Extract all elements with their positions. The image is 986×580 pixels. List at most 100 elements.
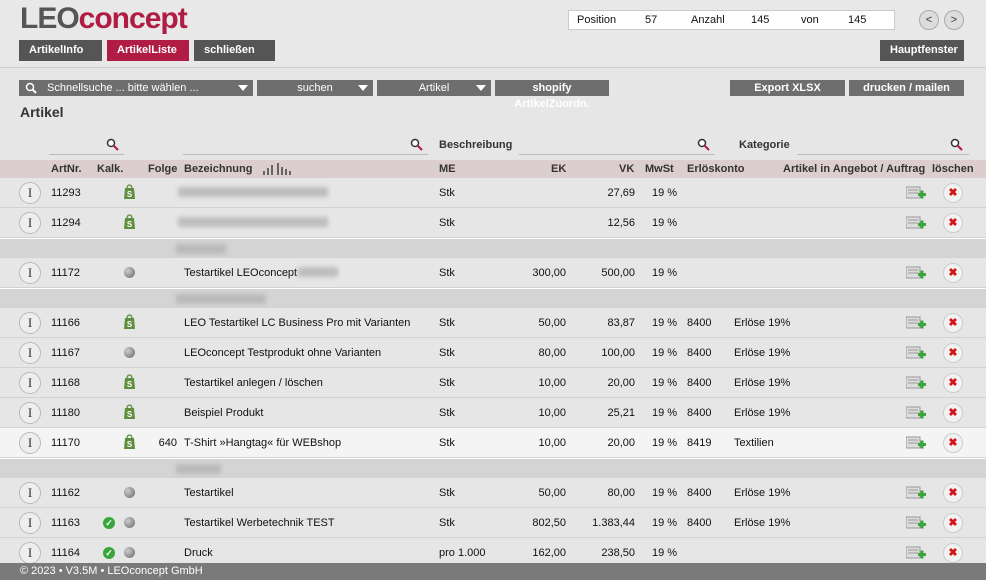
quick-search-select[interactable]: Schnellsuche ... bitte wählen ... (19, 80, 253, 96)
add-to-offer-icon[interactable] (905, 375, 926, 391)
tab-artikelliste[interactable]: ArtikelListe (107, 40, 189, 61)
delete-button[interactable]: ✖ (943, 483, 963, 503)
vk-cell: 500,00 (601, 267, 635, 279)
filter-search-icon[interactable] (697, 138, 711, 152)
filter-search-icon[interactable] (106, 138, 120, 152)
info-icon: I (27, 215, 33, 230)
add-to-offer-icon[interactable] (905, 515, 926, 531)
shopify-assign-button[interactable]: shopify ArtikelZuordn. (495, 80, 609, 110)
delete-button[interactable]: ✖ (943, 183, 963, 203)
search-button[interactable]: suchen (257, 80, 373, 96)
me-cell: Stk (439, 377, 455, 389)
add-to-offer-icon[interactable] (905, 185, 926, 201)
col-vk[interactable]: VK (619, 163, 635, 175)
previous-button[interactable]: < (919, 10, 939, 30)
table-row[interactable]: I 11167 LEOconcept Testprodukt ohne Varian… (0, 338, 986, 368)
info-icon: I (27, 545, 33, 560)
col-mwst[interactable]: MwSt (645, 163, 674, 175)
table-row[interactable]: I 11163 ✓ Testartikel Werbetechnik TEST Stk 8… (0, 508, 986, 538)
bezeichnung-cell: Beispiel Produkt (184, 407, 264, 419)
add-to-offer-icon[interactable] (905, 405, 926, 421)
add-to-offer-icon[interactable] (905, 215, 926, 231)
delete-button[interactable]: ✖ (943, 373, 963, 393)
info-button[interactable]: I (19, 312, 41, 334)
info-button[interactable]: I (19, 402, 41, 424)
table-row[interactable]: I 11180 S Beispiel Produkt Stk 10,00 25,21 19 %… (0, 398, 986, 428)
tab-artikelinfo[interactable]: ArtikelInfo (19, 40, 102, 61)
info-button[interactable]: I (19, 372, 41, 394)
bezeichnung-cell: T-Shirt »Hangtag« für WEBshop (184, 437, 342, 449)
redacted-text (176, 244, 226, 254)
filter-search-icon[interactable] (410, 138, 424, 152)
print-mail-button[interactable]: drucken / mailen (849, 80, 964, 96)
info-icon: I (27, 345, 33, 360)
delete-button[interactable]: ✖ (943, 513, 963, 533)
col-erloeskonto[interactable]: Erlöskonto (687, 163, 745, 175)
delete-button[interactable]: ✖ (943, 543, 963, 563)
mwst-cell: 19 % (652, 187, 678, 199)
col-bezeichnung[interactable]: Bezeichnung (184, 163, 253, 175)
add-to-offer-icon[interactable] (905, 485, 926, 501)
close-tab-button[interactable]: schließen (194, 40, 275, 61)
add-to-offer-icon[interactable] (905, 265, 926, 281)
info-button[interactable]: I (19, 432, 41, 454)
info-button[interactable]: I (19, 542, 41, 564)
add-to-offer-icon[interactable] (905, 435, 926, 451)
col-angebot[interactable]: Artikel in Angebot / Auftrag (783, 163, 926, 175)
add-to-offer-icon[interactable] (905, 345, 926, 361)
col-loeschen[interactable]: löschen (932, 163, 974, 175)
info-button[interactable]: I (19, 182, 41, 204)
vk-cell: 12,56 (607, 217, 635, 229)
next-button[interactable]: > (944, 10, 964, 30)
info-button[interactable]: I (19, 512, 41, 534)
delete-button[interactable]: ✖ (943, 343, 963, 363)
column-size-icon[interactable] (263, 163, 301, 175)
filter-search-icon[interactable] (950, 138, 964, 152)
kategorie-cell: Erlöse 19% (734, 347, 791, 359)
ek-cell: 80,00 (538, 347, 566, 359)
delete-button[interactable]: ✖ (943, 433, 963, 453)
redacted-text (178, 217, 328, 227)
info-button[interactable]: I (19, 262, 41, 284)
delete-icon: ✖ (948, 547, 958, 559)
info-button[interactable]: I (19, 342, 41, 364)
export-xlsx-button[interactable]: Export XLSX (730, 80, 845, 96)
artikel-filter-select[interactable]: Artikel (377, 80, 491, 96)
table-row[interactable]: I 11172 Testartikel LEOconcept Stk 300,00 500… (0, 258, 986, 288)
erloeskonto-cell: 8400 (687, 347, 712, 359)
table-row[interactable]: I 11166 S LEO Testartikel LC Business Pro m… (0, 308, 986, 338)
redacted-text (178, 187, 328, 197)
redacted-text (298, 267, 338, 277)
table-row[interactable]: I 11293 S Stk 27,69 19 % ✖ (0, 178, 986, 208)
vk-cell: 100,00 (601, 347, 635, 359)
svg-text:S: S (127, 410, 133, 419)
col-artnr[interactable]: ArtNr. (51, 163, 82, 175)
artnr-cell: 11170 (51, 437, 80, 449)
delete-button[interactable]: ✖ (943, 313, 963, 333)
delete-button[interactable]: ✖ (943, 213, 963, 233)
artnr-cell: 11166 (51, 317, 80, 329)
filter-row: Beschreibung Kategorie (0, 137, 986, 155)
col-folge[interactable]: Folge (148, 163, 178, 175)
add-to-offer-icon[interactable] (905, 545, 926, 561)
table-row[interactable]: I 11168 S Testartikel anlegen / löschen Stk 1… (0, 368, 986, 398)
info-icon: I (27, 315, 33, 330)
folge-cell: 640 (158, 437, 177, 449)
svg-text:S: S (127, 440, 133, 449)
table-row[interactable]: I 11162 Testartikel Stk 50,00 80,00 19 % 8400 Er… (0, 478, 986, 508)
info-button[interactable]: I (19, 482, 41, 504)
table-row[interactable]: I 11294 S Stk 12,56 19 % ✖ (0, 208, 986, 238)
main-window-button[interactable]: Hauptfenster (880, 40, 964, 61)
col-me[interactable]: ME (439, 163, 456, 175)
delete-icon: ✖ (948, 487, 958, 499)
table-row[interactable]: I 11170 S 640 T-Shirt »Hangtag« für WEBshop S… (0, 428, 986, 458)
add-to-offer-icon[interactable] (905, 315, 926, 331)
col-kalk[interactable]: Kalk. (97, 163, 124, 175)
info-button[interactable]: I (19, 212, 41, 234)
me-cell: Stk (439, 517, 455, 529)
delete-button[interactable]: ✖ (943, 403, 963, 423)
status-dot-icon (124, 547, 135, 558)
redacted-text (176, 294, 266, 304)
col-ek[interactable]: EK (551, 163, 567, 175)
delete-button[interactable]: ✖ (943, 263, 963, 283)
